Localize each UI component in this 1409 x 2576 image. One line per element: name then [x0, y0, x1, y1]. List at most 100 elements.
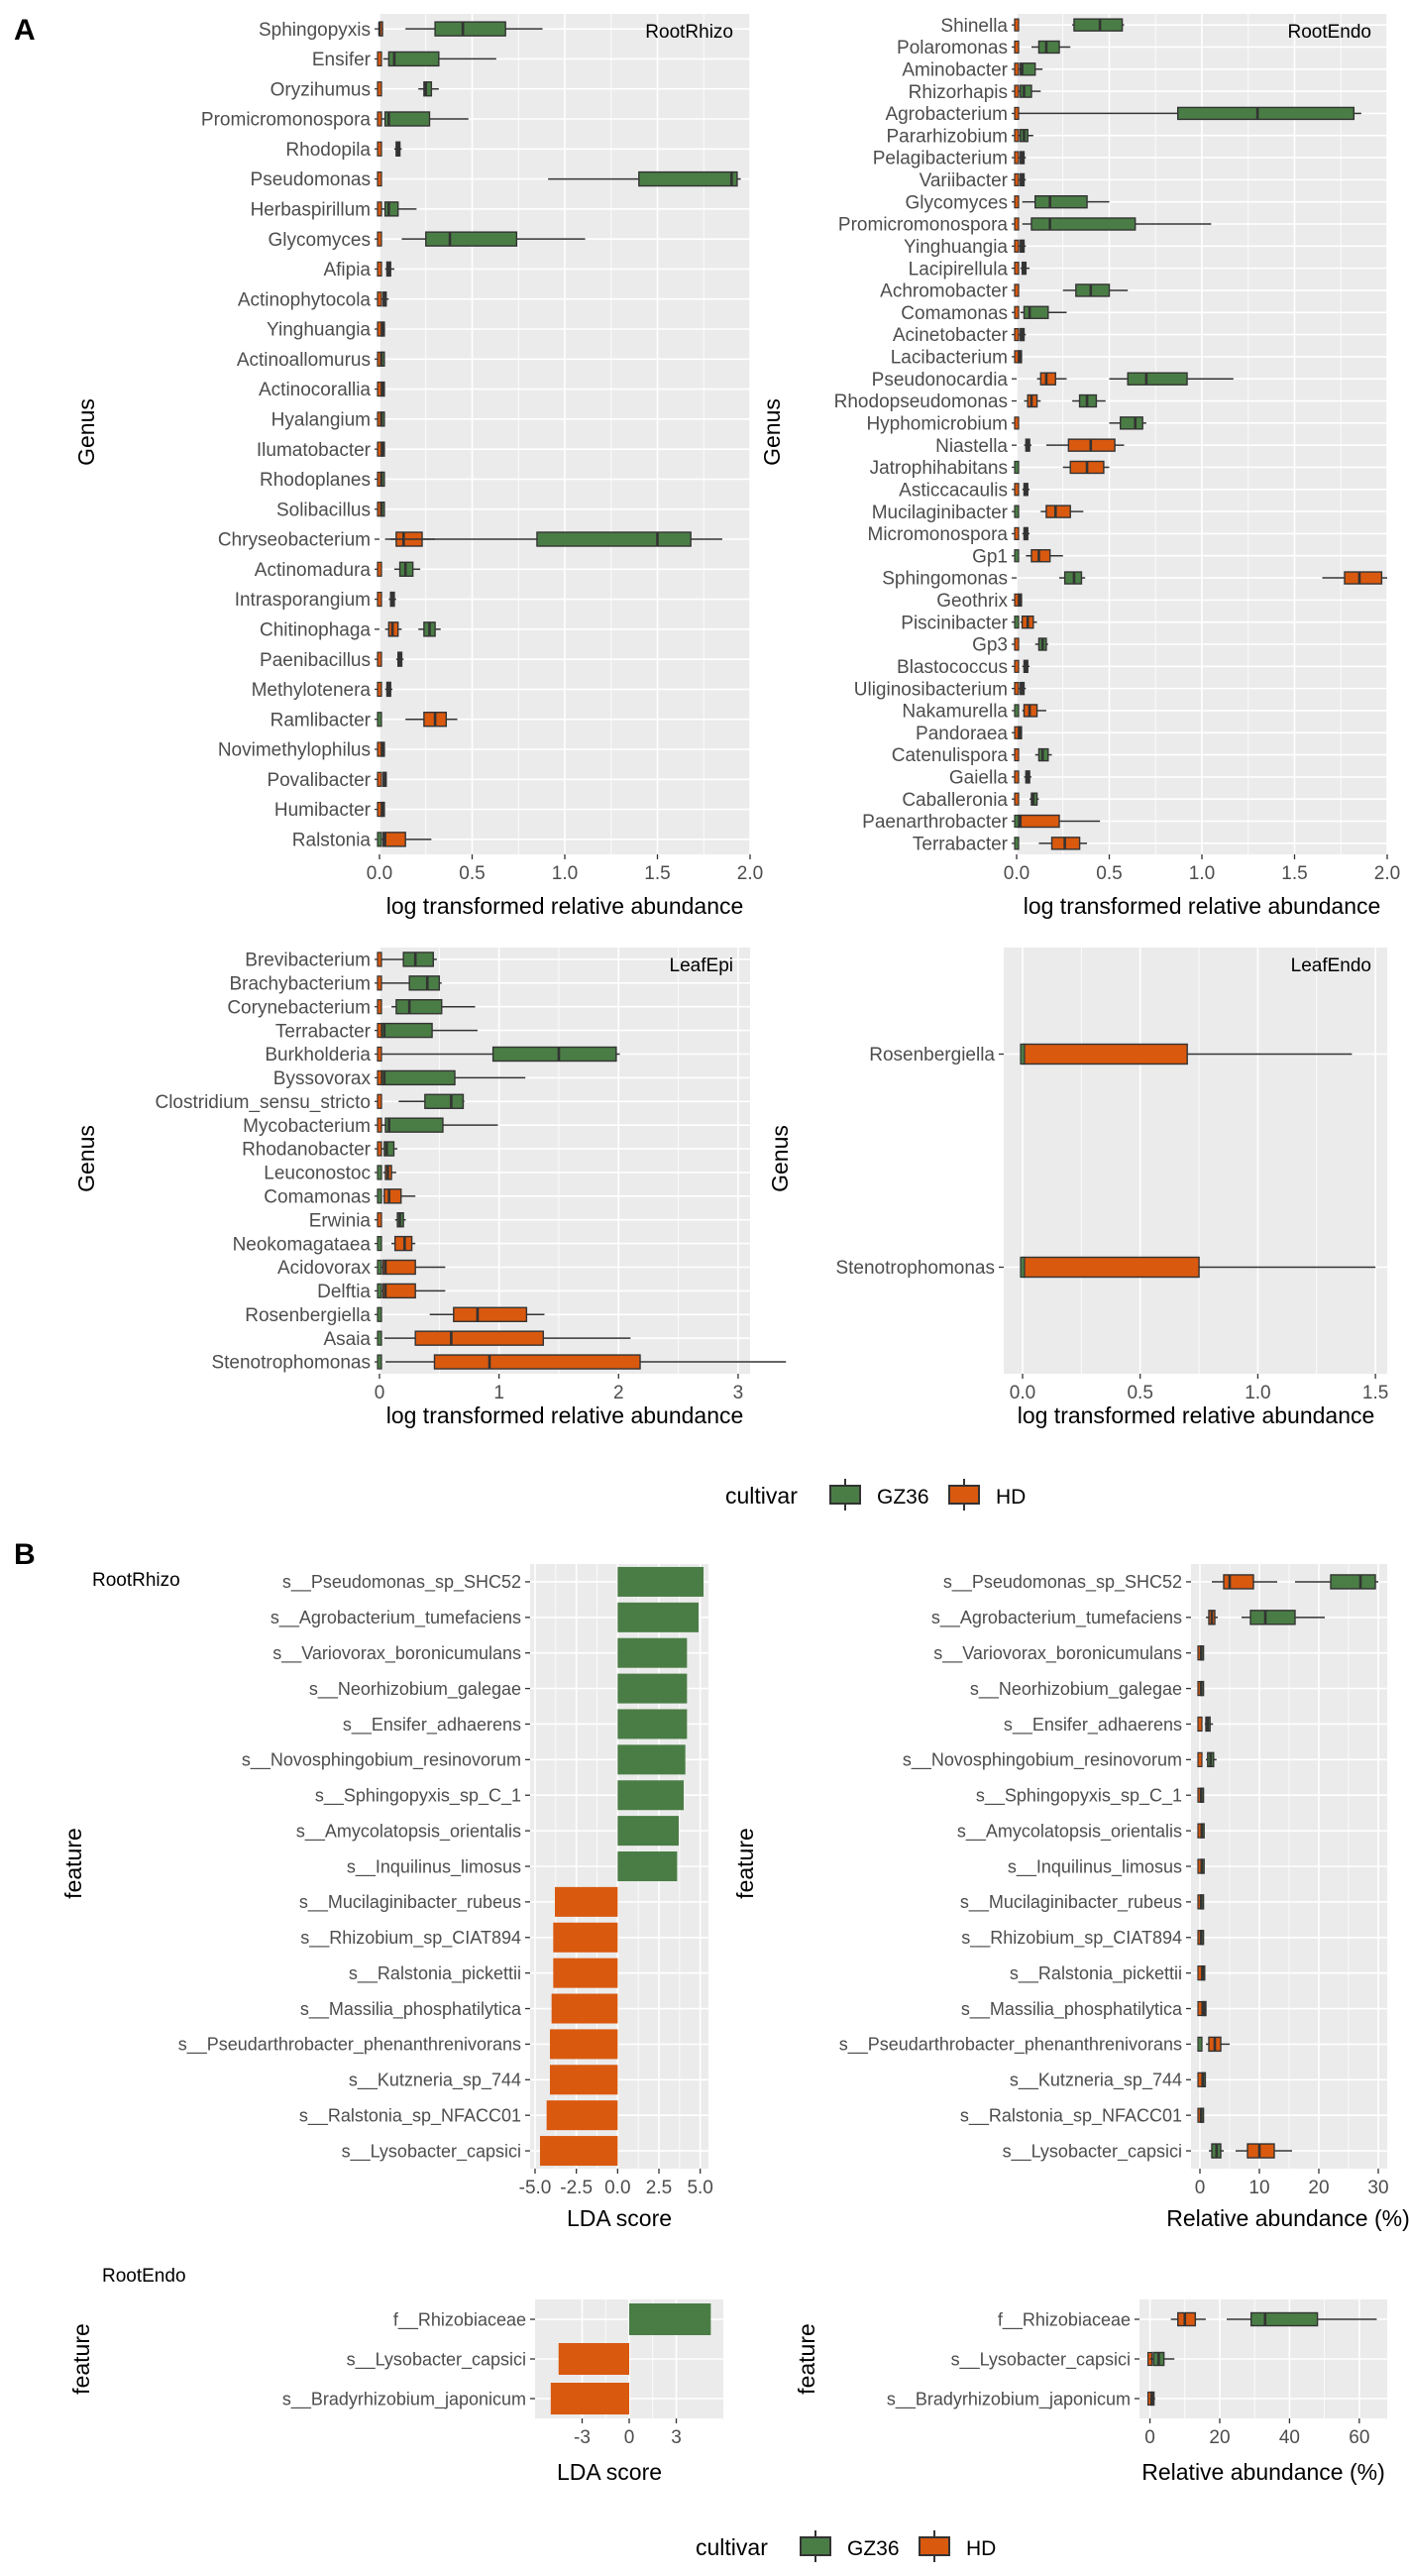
box-hd-rhizorhapis — [1014, 84, 1020, 98]
category-label-delftia: Delftia — [317, 1282, 371, 1302]
box-gz36-hyalangium — [379, 411, 385, 427]
category-label-s-kutzneria-sp-744: s__Kutzneria_sp_744 — [349, 2071, 521, 2091]
bar-s-ralstonia-pickettii — [553, 1958, 618, 1988]
box-gz36-s-lysobacter-capsici — [1209, 2143, 1224, 2159]
box-gz36-erwinia — [394, 1212, 406, 1228]
x-tick-label: 0.0 — [604, 2178, 630, 2198]
box-hd-jatrophihabitans — [1062, 460, 1110, 475]
box-gz36-terrabacter — [1014, 837, 1020, 850]
box-hd-acidovorax — [380, 1259, 446, 1276]
chart-rootendo-lda: -3 0 3 f__Rhizobiaceae s__Lysobacter_capsici… — [68, 2266, 723, 2485]
box-marker — [1014, 637, 1020, 651]
box-hd-pseudomonas — [377, 170, 382, 187]
x-tick-label: 2.0 — [1374, 863, 1400, 884]
box-hd-mucilaginibacter — [1040, 504, 1084, 518]
box-gz36-pseudomonas — [548, 170, 741, 187]
bar-s-inquilinus-limosus — [617, 1851, 678, 1881]
box-iqr — [1127, 372, 1188, 386]
box-gz36-s-kutzneria-sp-744 — [1201, 2072, 1207, 2087]
x-tick-label: 5.0 — [687, 2178, 712, 2198]
legend-bottom-label-hd: HD — [966, 2537, 996, 2560]
box-hd-niastella — [1045, 438, 1125, 452]
box-iqr — [1344, 571, 1383, 585]
category-label-asticcacaulis: Asticcacaulis — [899, 480, 1008, 501]
box-hd-s-pseudarthrobacter-phenanthrenivorans — [1206, 2036, 1230, 2053]
box-gz36-rhodoplanes — [379, 471, 385, 488]
x-tick-label: -5.0 — [519, 2178, 552, 2198]
category-label-variibacter: Variibacter — [920, 170, 1009, 191]
box-hd-burkholderia — [377, 1046, 382, 1063]
box-marker — [1014, 217, 1020, 231]
category-label-pseudonocardia: Pseudonocardia — [872, 370, 1009, 391]
box-hd-s-pseudomonas-sp-shc52 — [1212, 1574, 1277, 1590]
x-tick-label: 0.5 — [1127, 1383, 1152, 1403]
box-gz36-mucilaginibacter — [1014, 504, 1020, 518]
box-iqr — [1033, 194, 1088, 209]
box-iqr — [433, 1354, 641, 1370]
category-label-asaia: Asaia — [323, 1329, 371, 1350]
box-hd-ralstonia — [379, 832, 432, 847]
box-hd-rhodanobacter — [377, 1141, 382, 1157]
box-marker — [1014, 239, 1020, 253]
box-hd-lacipirellula — [1014, 262, 1020, 276]
box-gz36-acidovorax — [377, 1259, 382, 1276]
box-marker — [377, 1283, 382, 1298]
box-gz36-asticcacaulis — [1022, 483, 1030, 497]
x-tick-label: 0 — [1195, 2178, 1206, 2198]
box-iqr — [383, 1188, 402, 1204]
box-gz36-s-amycolatopsis-orientalis — [1200, 1823, 1205, 1839]
bar-s-neorhizobium-galegae — [617, 1673, 688, 1704]
category-label-actinoallomurus: Actinoallomurus — [237, 350, 371, 371]
box-hd-aminobacter — [1014, 62, 1020, 76]
box-gz36-aminobacter — [1018, 62, 1043, 76]
category-label-nakamurella: Nakamurella — [902, 702, 1008, 723]
box-gz36-promicromonospora — [380, 111, 469, 127]
legend-bottom-label-gz36: GZ36 — [847, 2537, 900, 2560]
box-gz36-s-variovorax-boronicumulans — [1199, 1645, 1205, 1661]
box-iqr — [434, 21, 506, 37]
category-label-s-ensifer-adhaerens: s__Ensifer_adhaerens — [1004, 1715, 1182, 1736]
category-label-s-ralstonia-sp-nfacc01: s__Ralstonia_sp_NFACC01 — [299, 2105, 521, 2126]
box-gz36-jatrophihabitans — [1014, 460, 1020, 475]
box-iqr — [1045, 504, 1071, 518]
box-hd-s-kutzneria-sp-744 — [1197, 2072, 1203, 2087]
category-label-glycomyces: Glycomyces — [269, 230, 371, 251]
category-label-acidovorax: Acidovorax — [277, 1258, 371, 1279]
category-label-hyalangium: Hyalangium — [271, 410, 371, 431]
box-marker — [1020, 1256, 1026, 1279]
box-gz36-paenarthrobacter — [1014, 814, 1020, 829]
category-label-gp1: Gp1 — [972, 546, 1008, 567]
box-gz36-brevibacterium — [381, 952, 437, 967]
box-iqr — [383, 1141, 395, 1157]
y-axis-label: Genus — [73, 1125, 99, 1192]
box-gz36-comamonas — [377, 1188, 382, 1204]
box-hd-gp1 — [1026, 549, 1063, 563]
category-label-s-massilia-phosphatilytica: s__Massilia_phosphatilytica — [300, 1999, 522, 2020]
box-iqr — [1020, 84, 1032, 98]
box-marker — [1014, 483, 1020, 497]
category-label-herbaspirillum: Herbaspirillum — [251, 200, 371, 221]
category-label-rhizorhapis: Rhizorhapis — [909, 82, 1008, 103]
box-hd-micromonospora — [1014, 526, 1020, 541]
box-marker — [377, 231, 382, 247]
box-gz36-rhodopila — [393, 141, 402, 157]
box-marker — [1014, 504, 1020, 518]
category-label-stenotrophomonas: Stenotrophomonas — [211, 1353, 371, 1374]
category-label-s-amycolatopsis-orientalis: s__Amycolatopsis_orientalis — [296, 1821, 521, 1842]
legend-top: cultivar GZ36 HD — [725, 1479, 1026, 1511]
category-label-pararhizobium: Pararhizobium — [887, 126, 1009, 147]
box-gz36-glycomyces — [401, 231, 586, 247]
bar-s-rhizobium-sp-ciat894 — [553, 1922, 618, 1953]
x-tick-label: 0 — [1144, 2427, 1155, 2448]
box-gz36-corynebacterium — [391, 999, 476, 1015]
box-marker — [1014, 262, 1020, 276]
box-hd-brachybacterium — [377, 975, 382, 991]
category-label-s-lysobacter-capsici: s__Lysobacter_capsici — [1003, 2141, 1182, 2162]
box-gz36-acinetobacter — [1018, 327, 1027, 342]
box-gz36-s-sphingopyxis-sp-c-1 — [1199, 1787, 1205, 1803]
box-marker — [377, 51, 382, 67]
bar-s-ralstonia-sp-nfacc01 — [546, 2100, 618, 2131]
category-label-caballeronia: Caballeronia — [902, 790, 1008, 811]
box-iqr — [638, 170, 738, 187]
box-marker — [1014, 704, 1020, 718]
